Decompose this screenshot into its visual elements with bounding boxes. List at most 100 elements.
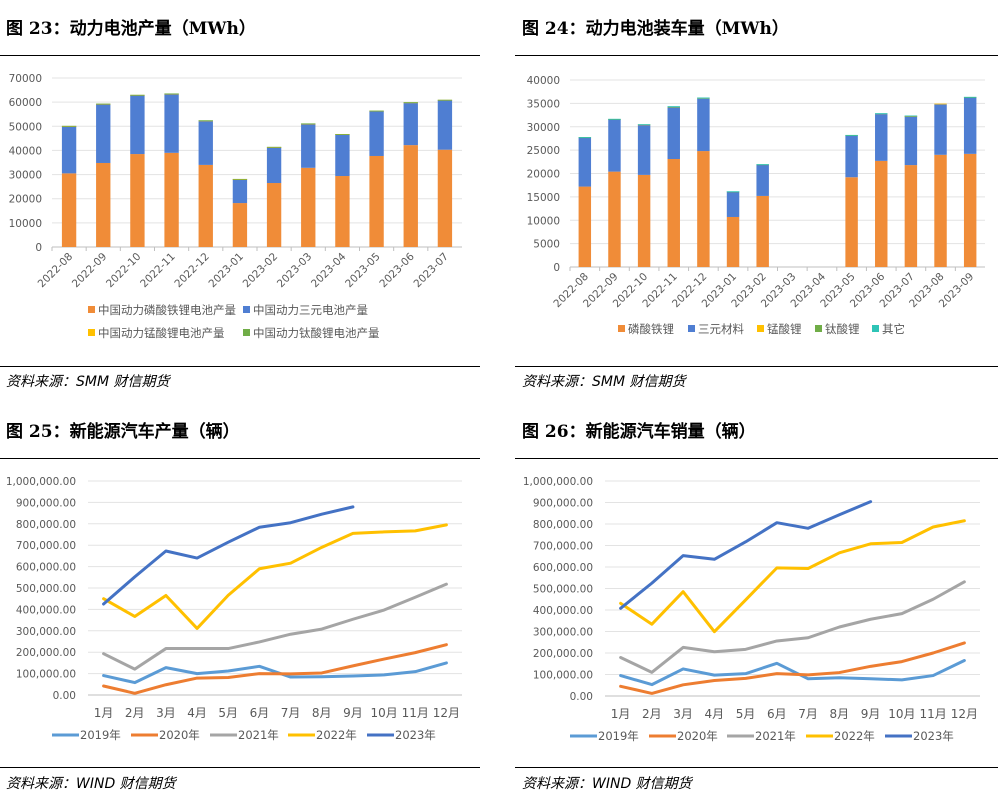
bar-segment [845, 134, 858, 136]
y-tick-label: 400,000.00 [16, 604, 76, 616]
bar-segment [96, 162, 111, 247]
bar-segment [96, 104, 111, 163]
legend-swatch [243, 306, 250, 313]
y-tick-label: 200,000.00 [533, 648, 593, 660]
y-tick-label: 1,000,000.00 [523, 476, 593, 488]
figure-25-title: 图 25：新能源汽车产量（辆） [6, 422, 240, 442]
bar-segment [130, 154, 145, 247]
bar-segment [369, 111, 384, 156]
x-tick-label: 10月 [888, 707, 915, 721]
bar-segment [875, 160, 888, 267]
x-tick-label: 12月 [433, 706, 460, 720]
bar-segment [96, 103, 111, 105]
x-tick-label: 6月 [767, 707, 787, 721]
bar-segment [198, 120, 213, 122]
y-tick-label: 800,000.00 [533, 519, 593, 531]
bar-segment [904, 115, 918, 117]
y-tick-label: 20000 [9, 194, 42, 206]
bar-segment [266, 183, 282, 247]
x-tick-label: 3月 [673, 707, 693, 721]
bar-segment [934, 154, 947, 267]
bar-segment [61, 125, 77, 127]
bar-segment [164, 93, 179, 95]
bar-segment [963, 153, 977, 267]
bar-segment [726, 191, 740, 217]
bar-segment [130, 95, 145, 155]
legend-label: 磷酸铁锂 [628, 322, 674, 336]
bar-segment [637, 124, 651, 175]
y-tick-label: 0.00 [53, 690, 76, 702]
bar-segment [608, 119, 621, 172]
y-tick-label: 0 [35, 242, 42, 254]
series-line [619, 659, 966, 687]
bar-segment [667, 159, 680, 267]
bar-segment [61, 126, 77, 174]
source-divider [515, 366, 998, 367]
x-tick-label: 9月 [861, 707, 881, 721]
series-line [102, 523, 448, 630]
bar-segment [130, 94, 145, 96]
legend-label: 2023年 [395, 728, 436, 742]
legend-swatch [88, 306, 95, 313]
bar-segment [403, 102, 418, 103]
bar-segment [726, 216, 740, 267]
series-line [619, 500, 873, 610]
x-tick-label: 4月 [187, 706, 207, 720]
y-tick-label: 700,000.00 [533, 541, 593, 553]
y-tick-label: 50000 [9, 121, 42, 133]
bar-segment [756, 195, 769, 267]
bar-segment [335, 134, 350, 135]
x-tick-label: 4月 [705, 707, 725, 721]
bar-segment [232, 179, 248, 204]
legend-label: 中国动力锰酸锂电池产量 [98, 326, 225, 340]
bar-segment [934, 104, 947, 155]
figure-26-title: 图 26：新能源汽车销量（辆） [522, 422, 756, 442]
bar-segment [198, 120, 213, 165]
y-tick-label: 10000 [527, 215, 560, 227]
figure-24-title: 图 24：动力电池装车量（MWh） [522, 19, 789, 39]
x-tick-label: 2022-08 [36, 251, 76, 291]
x-tick-label: 2023-05 [343, 251, 383, 291]
series-line [619, 519, 966, 634]
bar-segment [667, 107, 680, 160]
bar-segment [232, 178, 248, 180]
title-divider [0, 458, 480, 459]
bar-segment [437, 99, 453, 101]
x-tick-label: 8月 [312, 706, 332, 720]
bar-segment [369, 110, 384, 112]
figure-24-source: 资料来源：SMM 财信期货 [522, 374, 686, 390]
bar-segment [756, 164, 769, 165]
bar-segment [963, 96, 977, 98]
battery-installation-chart: 0 5000 10000 15000 20000 25000 30000 35000 40000… [527, 75, 985, 336]
y-tick-label: 100,000.00 [533, 670, 593, 682]
x-tick-label: 10月 [370, 706, 397, 720]
y-tick-label: 0.00 [570, 691, 593, 703]
bar-segment [726, 191, 740, 193]
legend-label: 三元材料 [698, 322, 744, 336]
y-tick-label: 500,000.00 [16, 583, 76, 595]
legend-label: 2020年 [159, 728, 200, 742]
bar-segment [934, 103, 947, 105]
source-divider [0, 366, 480, 367]
bar-segment [369, 155, 384, 247]
y-tick-label: 30000 [527, 122, 560, 134]
source-divider [0, 767, 480, 768]
legend-label: 钛酸锂 [825, 322, 860, 336]
bar-segment [301, 123, 316, 125]
series-line [102, 582, 448, 671]
x-tick-label: 6月 [250, 706, 270, 720]
bar-segment [845, 135, 858, 178]
title-divider [515, 458, 998, 459]
series-line [102, 661, 448, 685]
bar-segment [756, 164, 769, 196]
y-tick-label: 70000 [9, 73, 42, 85]
x-tick-label: 2022-10 [104, 251, 144, 291]
x-tick-label: 2023-01 [207, 251, 247, 291]
x-tick-label: 2月 [125, 706, 145, 720]
legend-label: 中国动力钛酸锂电池产量 [253, 326, 380, 340]
x-tick-label: 2022-12 [172, 251, 212, 291]
x-tick-label: 2023-06 [377, 250, 417, 290]
bar-segment [963, 97, 977, 154]
series-line [102, 505, 355, 606]
x-tick-label: 2023-02 [241, 251, 281, 291]
